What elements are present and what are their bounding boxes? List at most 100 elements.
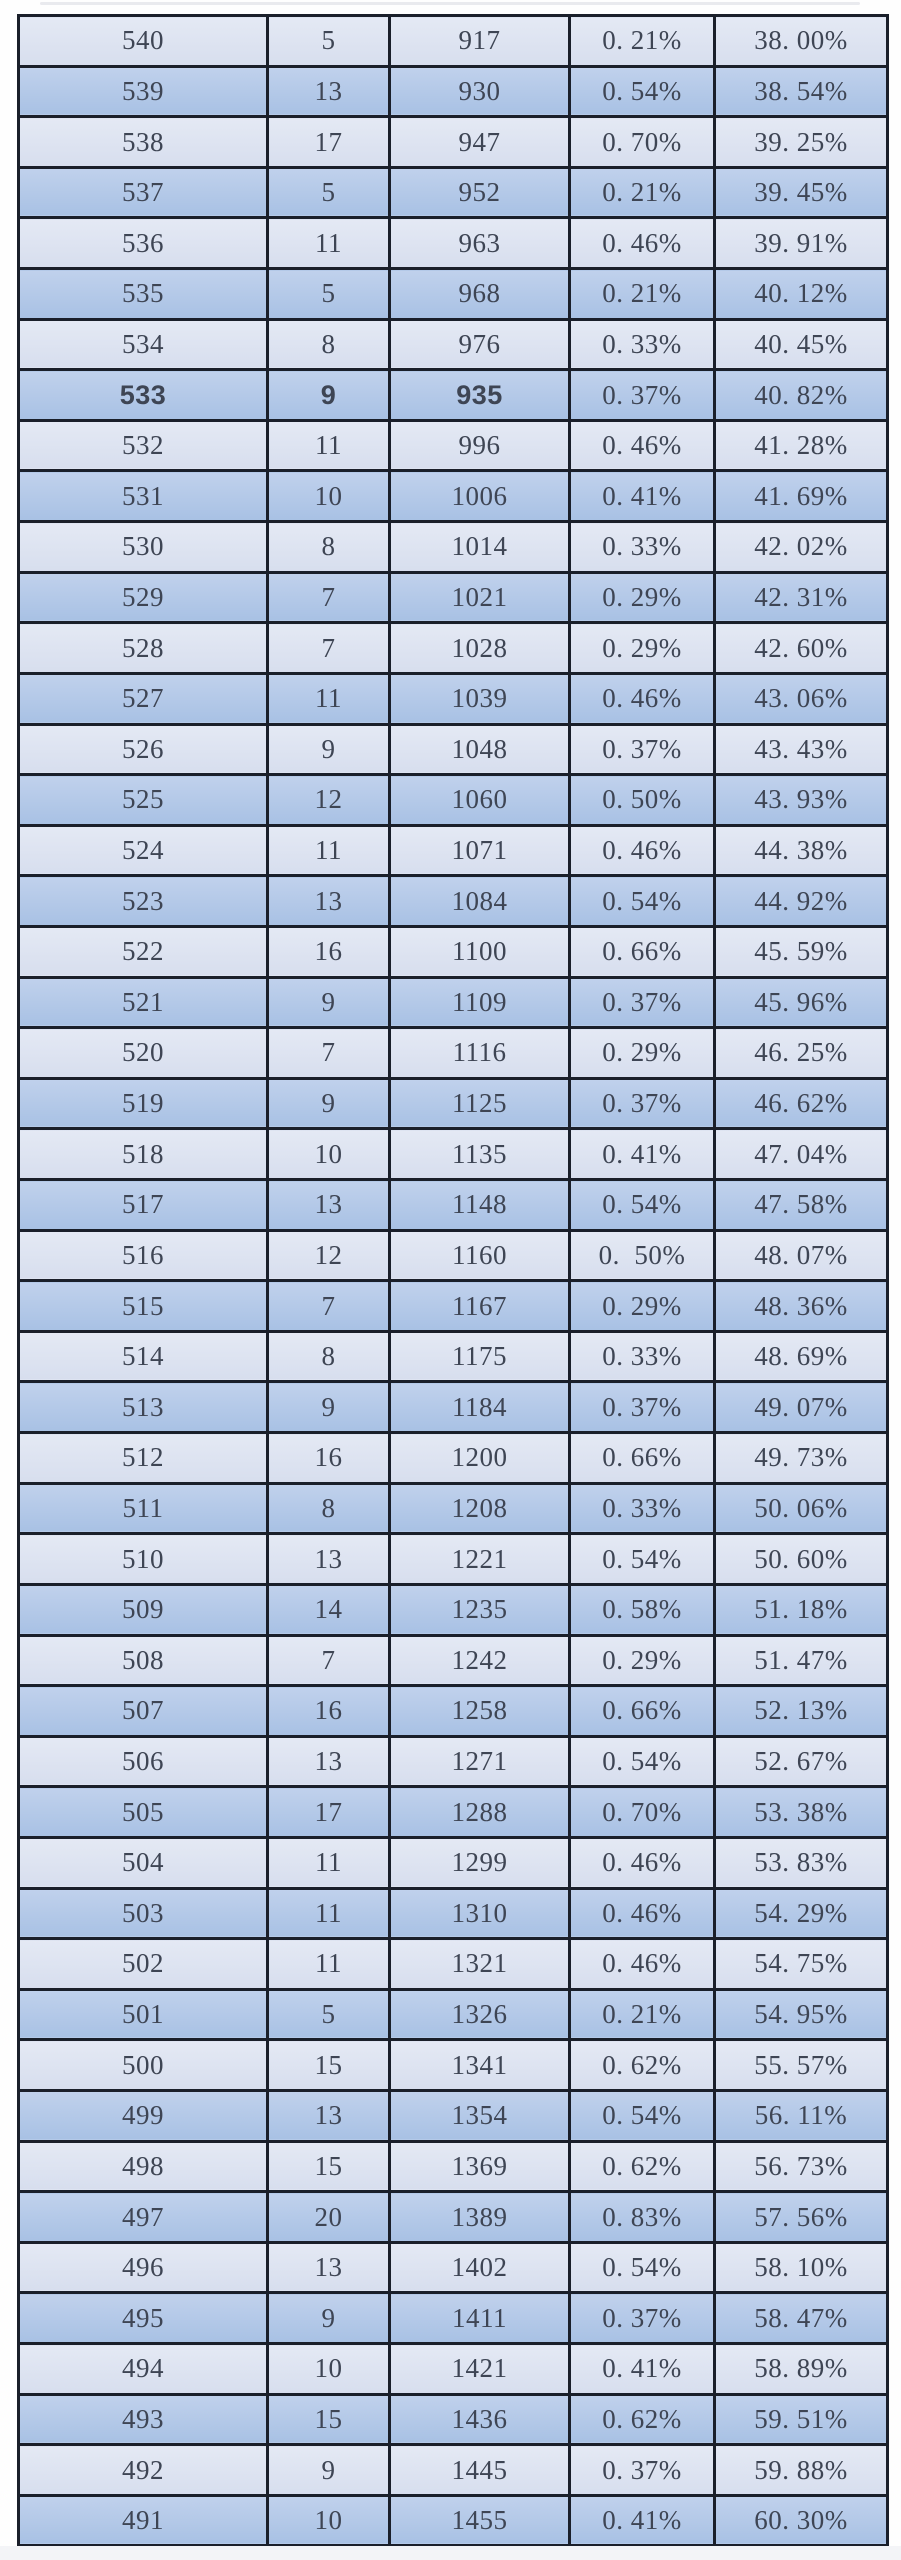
cell-percent_of_total: 0. 33% [568, 520, 716, 574]
cell-score: 517 [17, 1178, 269, 1232]
cell-cumulative_count: 1310 [388, 1886, 571, 1941]
cell-cumulative_count: 1100 [388, 924, 571, 979]
table-row-score-491: 491 10 1455 0. 41% 60. 30% [17, 2493, 889, 2548]
table-row-score-518: 518 10 1135 0. 41% 47. 04% [17, 1127, 889, 1182]
cell-count_at_score: 5 [266, 267, 391, 321]
cell-cumulative_percent: 38. 54% [713, 64, 889, 119]
cell-cumulative_count: 935 [388, 368, 571, 422]
cell-cumulative_percent: 58. 47% [713, 2291, 889, 2346]
cell-count_at_score: 17 [266, 1785, 391, 1839]
table-row-score-504: 504 11 1299 0. 46% 53. 83% [17, 1835, 889, 1890]
cell-percent_of_total: 0. 29% [568, 621, 716, 675]
cell-score: 515 [17, 1279, 269, 1333]
cell-score: 512 [17, 1431, 269, 1485]
cell-count_at_score: 13 [266, 1532, 391, 1586]
cell-percent_of_total: 0. 29% [568, 570, 716, 625]
cell-cumulative_percent: 43. 93% [713, 773, 889, 827]
cell-cumulative_percent: 54. 29% [713, 1886, 889, 1941]
cell-cumulative_count: 1421 [388, 2342, 571, 2396]
table-row-score-516: 516 12 1160 0. 50% 48. 07% [17, 1228, 889, 1283]
cell-percent_of_total: 0. 46% [568, 418, 716, 473]
cell-cumulative_percent: 60. 30% [713, 2493, 889, 2548]
cell-score: 502 [17, 1937, 269, 1991]
cell-count_at_score: 12 [266, 1228, 391, 1283]
cell-score: 504 [17, 1835, 269, 1890]
table-row-score-507: 507 16 1258 0. 66% 52. 13% [17, 1684, 889, 1738]
cell-count_at_score: 9 [266, 1380, 391, 1435]
cell-cumulative_percent: 39. 45% [713, 165, 889, 220]
cell-percent_of_total: 0. 46% [568, 1937, 716, 1991]
cell-cumulative_percent: 48. 36% [713, 1279, 889, 1333]
cell-cumulative_percent: 41. 28% [713, 418, 889, 473]
cell-percent_of_total: 0. 50% [568, 773, 716, 827]
cell-cumulative_percent: 46. 62% [713, 1076, 889, 1131]
cell-score: 501 [17, 1987, 269, 2042]
cell-cumulative_percent: 45. 96% [713, 975, 889, 1030]
table-row-score-511: 511 8 1208 0. 33% 50. 06% [17, 1481, 889, 1536]
cell-percent_of_total: 0. 37% [568, 975, 716, 1030]
cell-cumulative_percent: 42. 31% [713, 570, 889, 625]
cell-score: 510 [17, 1532, 269, 1586]
table-row-score-526: 526 9 1048 0. 37% 43. 43% [17, 722, 889, 777]
cell-cumulative_count: 1060 [388, 773, 571, 827]
cell-count_at_score: 10 [266, 2342, 391, 2396]
cell-score: 539 [17, 64, 269, 119]
cell-cumulative_count: 1369 [388, 2139, 571, 2194]
cell-count_at_score: 11 [266, 216, 391, 271]
page-bottom-band [0, 2546, 901, 2560]
cell-cumulative_count: 1135 [388, 1127, 571, 1182]
cell-cumulative_count: 1208 [388, 1481, 571, 1536]
table-row-score-523: 523 13 1084 0. 54% 44. 92% [17, 874, 889, 928]
cell-cumulative_count: 1021 [388, 570, 571, 625]
cell-score: 540 [17, 14, 269, 68]
cell-cumulative_percent: 58. 89% [713, 2342, 889, 2396]
cell-percent_of_total: 0. 62% [568, 2392, 716, 2447]
cell-count_at_score: 17 [266, 115, 391, 169]
cell-score: 506 [17, 1734, 269, 1789]
cell-cumulative_percent: 52. 13% [713, 1684, 889, 1738]
cell-cumulative_percent: 40. 45% [713, 317, 889, 372]
cell-cumulative_percent: 42. 60% [713, 621, 889, 675]
cell-percent_of_total: 0. 21% [568, 1987, 716, 2042]
cell-score: 519 [17, 1076, 269, 1131]
cell-percent_of_total: 0. 46% [568, 671, 716, 726]
cell-cumulative_percent: 38. 00% [713, 14, 889, 68]
cell-score: 514 [17, 1329, 269, 1384]
table-row-score-528: 528 7 1028 0. 29% 42. 60% [17, 621, 889, 675]
cell-cumulative_count: 1014 [388, 520, 571, 574]
cell-cumulative_count: 1184 [388, 1380, 571, 1435]
cell-cumulative_percent: 54. 95% [713, 1987, 889, 2042]
cell-percent_of_total: 0. 37% [568, 2443, 716, 2497]
cell-percent_of_total: 0. 66% [568, 924, 716, 979]
cell-cumulative_count: 1299 [388, 1835, 571, 1890]
cell-cumulative_count: 1455 [388, 2493, 571, 2548]
table-body: 540 5 917 0. 21% 38. 00% 539 13 930 0. 54% 38. 54… [17, 14, 889, 2548]
cell-cumulative_count: 1167 [388, 1279, 571, 1333]
cell-percent_of_total: 0. 54% [568, 64, 716, 119]
cell-count_at_score: 20 [266, 2190, 391, 2244]
table-row-score-501: 501 5 1326 0. 21% 54. 95% [17, 1987, 889, 2042]
cell-cumulative_percent: 59. 51% [713, 2392, 889, 2447]
cell-cumulative_percent: 56. 73% [713, 2139, 889, 2194]
cell-cumulative_count: 1084 [388, 874, 571, 928]
table-row-score-494: 494 10 1421 0. 41% 58. 89% [17, 2342, 889, 2396]
cell-count_at_score: 16 [266, 1431, 391, 1485]
cell-cumulative_percent: 48. 07% [713, 1228, 889, 1283]
cell-count_at_score: 11 [266, 1886, 391, 1941]
cell-cumulative_count: 917 [388, 14, 571, 68]
table-row-score-533: 533 9 935 0. 37% 40. 82% [17, 368, 889, 422]
cell-cumulative_percent: 47. 58% [713, 1178, 889, 1232]
cell-score: 507 [17, 1684, 269, 1738]
cell-count_at_score: 9 [266, 2291, 391, 2346]
cell-cumulative_percent: 59. 88% [713, 2443, 889, 2497]
cell-percent_of_total: 0. 58% [568, 1582, 716, 1637]
table-row-score-493: 493 15 1436 0. 62% 59. 51% [17, 2392, 889, 2447]
cell-score: 537 [17, 165, 269, 220]
cell-cumulative_count: 1028 [388, 621, 571, 675]
cell-score: 497 [17, 2190, 269, 2244]
cell-score: 521 [17, 975, 269, 1030]
cell-count_at_score: 15 [266, 2392, 391, 2447]
table-row-score-508: 508 7 1242 0. 29% 51. 47% [17, 1633, 889, 1688]
cell-count_at_score: 7 [266, 1633, 391, 1688]
cell-score: 509 [17, 1582, 269, 1637]
